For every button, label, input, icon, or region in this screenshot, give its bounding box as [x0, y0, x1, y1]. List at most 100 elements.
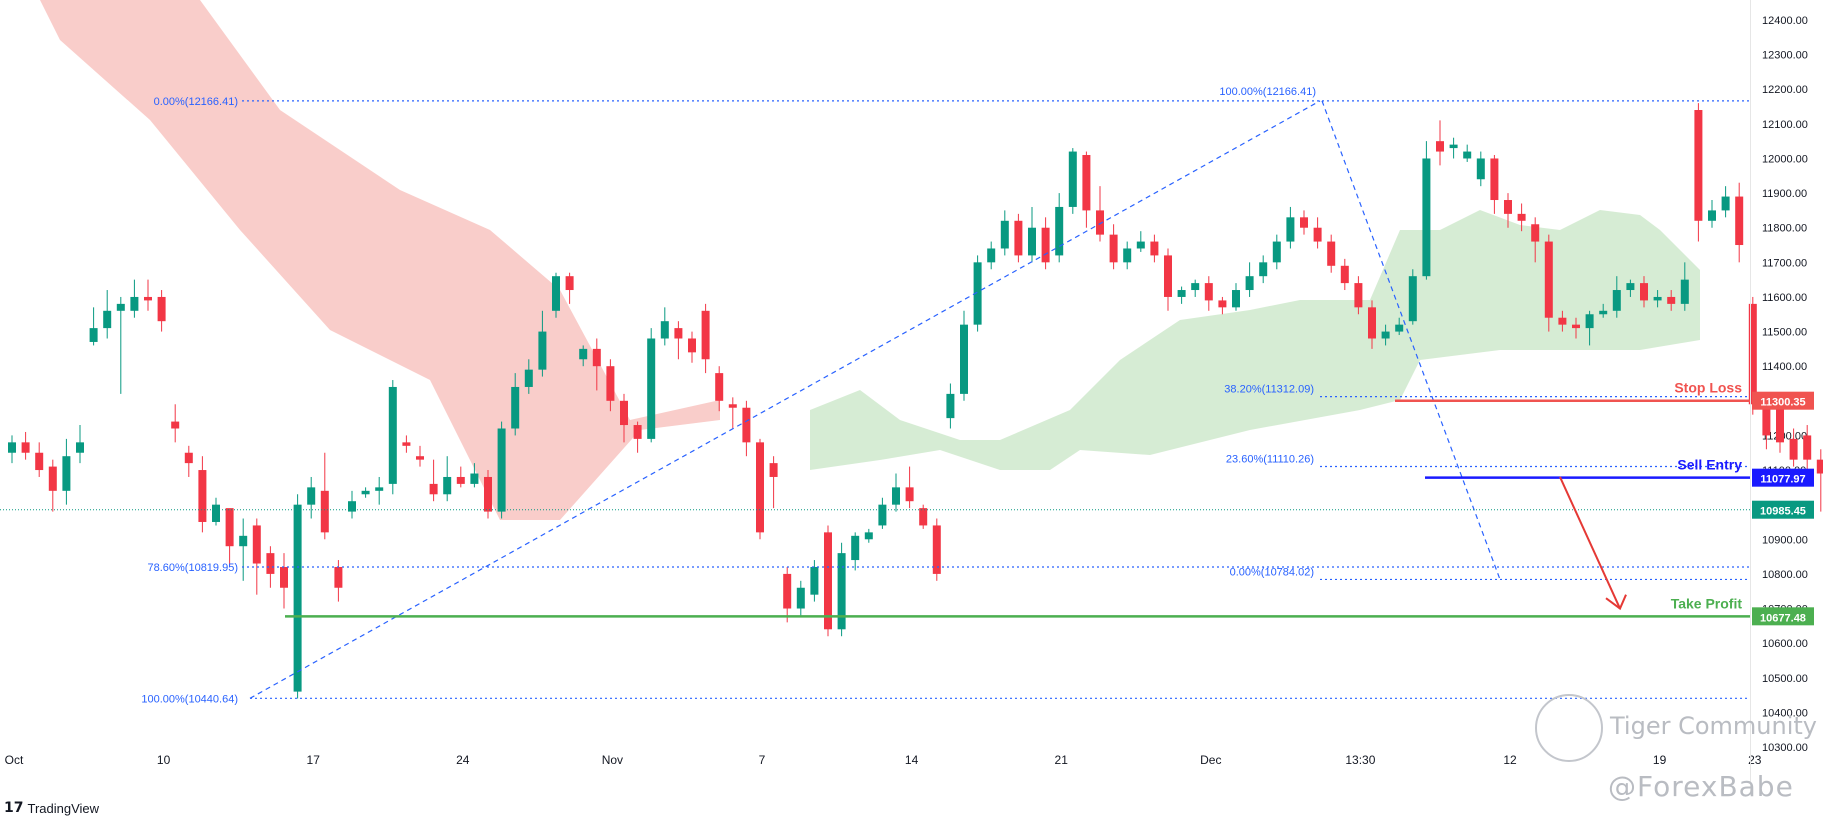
candle-body — [1028, 227, 1036, 256]
candle-body — [1476, 158, 1485, 180]
y-tick-label: 12200.00 — [1762, 84, 1808, 96]
candle-body — [280, 566, 288, 588]
candle-body — [171, 421, 180, 429]
candle-body — [633, 425, 642, 439]
projection-arrow — [1559, 476, 1621, 609]
candle-body — [851, 535, 860, 561]
candle-body — [470, 473, 479, 484]
x-tick-label: 14 — [905, 753, 919, 767]
x-tick-label: 23 — [1748, 753, 1762, 767]
candle-body — [1517, 213, 1526, 221]
current-price-tag: 10985.45 — [1760, 506, 1806, 518]
candle-body — [1436, 141, 1444, 152]
candle-body — [375, 487, 384, 491]
candle-body — [688, 338, 696, 353]
y-tick-label: 11800.00 — [1762, 223, 1807, 235]
x-tick-label: Dec — [1200, 753, 1221, 767]
candle-body — [1259, 262, 1268, 277]
y-tick-label: 12400.00 — [1762, 15, 1808, 27]
candle-body — [1368, 307, 1376, 339]
candle-body — [1068, 151, 1077, 207]
candle-body — [756, 442, 764, 533]
y-tick-label: 11900.00 — [1762, 188, 1807, 200]
candle-body — [592, 348, 601, 367]
candle-body — [225, 508, 234, 547]
candle-body — [1136, 241, 1145, 249]
fib-trend-right — [1321, 100, 1501, 580]
ichimoku-cloud-bearish — [40, 0, 720, 520]
candle-body — [62, 456, 71, 491]
candle-body — [361, 490, 370, 495]
candle-body — [946, 393, 955, 419]
price-tag-bg — [1752, 468, 1814, 487]
candle-body — [212, 504, 220, 522]
candle-body — [1300, 217, 1308, 228]
candle-body — [1354, 283, 1363, 308]
candle-body — [1272, 241, 1281, 263]
candle-body — [1748, 303, 1757, 405]
candle-body — [239, 535, 248, 547]
x-tick-label: 21 — [1055, 753, 1069, 767]
candle-body — [1544, 241, 1553, 318]
candle-body — [1041, 227, 1050, 263]
candle-body — [932, 525, 941, 574]
candle-body — [905, 487, 914, 502]
candle-body — [443, 476, 452, 495]
candle-body — [524, 369, 533, 387]
candle-body — [1667, 296, 1676, 304]
candle-body — [1504, 200, 1512, 214]
candle-body — [1218, 300, 1227, 308]
fib-label-right: 100.00%(12166.41) — [1219, 86, 1316, 98]
candle-body — [1109, 234, 1118, 263]
candle-body — [579, 348, 588, 360]
candle-body — [1735, 196, 1744, 246]
brand-name: TradingView — [27, 800, 100, 816]
y-tick-label: 11700.00 — [1762, 257, 1807, 269]
y-tick-label: 12100.00 — [1762, 119, 1808, 131]
y-tick-label: 12000.00 — [1762, 153, 1808, 165]
x-tick-label: 10 — [157, 753, 171, 767]
candle-body — [1204, 283, 1213, 301]
candle-body — [960, 324, 968, 394]
price-tag-label: 11077.97 — [1760, 474, 1805, 486]
candle-body — [1449, 144, 1458, 149]
candle-body — [1055, 206, 1064, 256]
candle-body — [334, 566, 343, 588]
x-tick-label: 19 — [1653, 753, 1667, 767]
candle-body — [48, 466, 57, 491]
candle-body — [1381, 331, 1390, 339]
level-name: Stop Loss — [1674, 380, 1742, 396]
fib-label-right: 0.00%(10784.02) — [1230, 566, 1314, 578]
y-tick-label: 10900.00 — [1762, 534, 1808, 546]
candle-body — [742, 407, 751, 443]
price-tag-bg — [1752, 391, 1814, 410]
candle-body — [1313, 227, 1322, 242]
candle-body — [1123, 248, 1132, 263]
candle-body — [919, 508, 928, 526]
candle-body — [538, 331, 547, 370]
candle-body — [1612, 290, 1621, 311]
candle-body — [116, 303, 125, 311]
candle-body — [1599, 310, 1608, 315]
candle-body — [674, 328, 683, 339]
candle-body — [293, 504, 302, 692]
tiger-logo-icon — [1535, 694, 1603, 762]
candle-body — [1558, 317, 1567, 325]
candle-body — [184, 452, 193, 464]
candle-body — [878, 504, 887, 526]
candle-body — [1232, 290, 1240, 308]
candle-body — [307, 487, 316, 505]
candle-body — [157, 296, 166, 322]
candle-body — [565, 276, 574, 291]
candle-body — [320, 490, 329, 533]
fib-label-right: 38.20%(11312.09) — [1224, 384, 1314, 396]
y-tick-label: 10800.00 — [1762, 569, 1808, 581]
candle-body — [1708, 210, 1716, 221]
candle-body — [1286, 217, 1295, 242]
candle-body — [1694, 110, 1703, 221]
ichimoku-cloud-bullish — [810, 210, 1700, 470]
y-tick-label: 10400.00 — [1762, 707, 1808, 719]
candle-body — [89, 328, 98, 342]
level-name: Take Profit — [1671, 595, 1743, 611]
